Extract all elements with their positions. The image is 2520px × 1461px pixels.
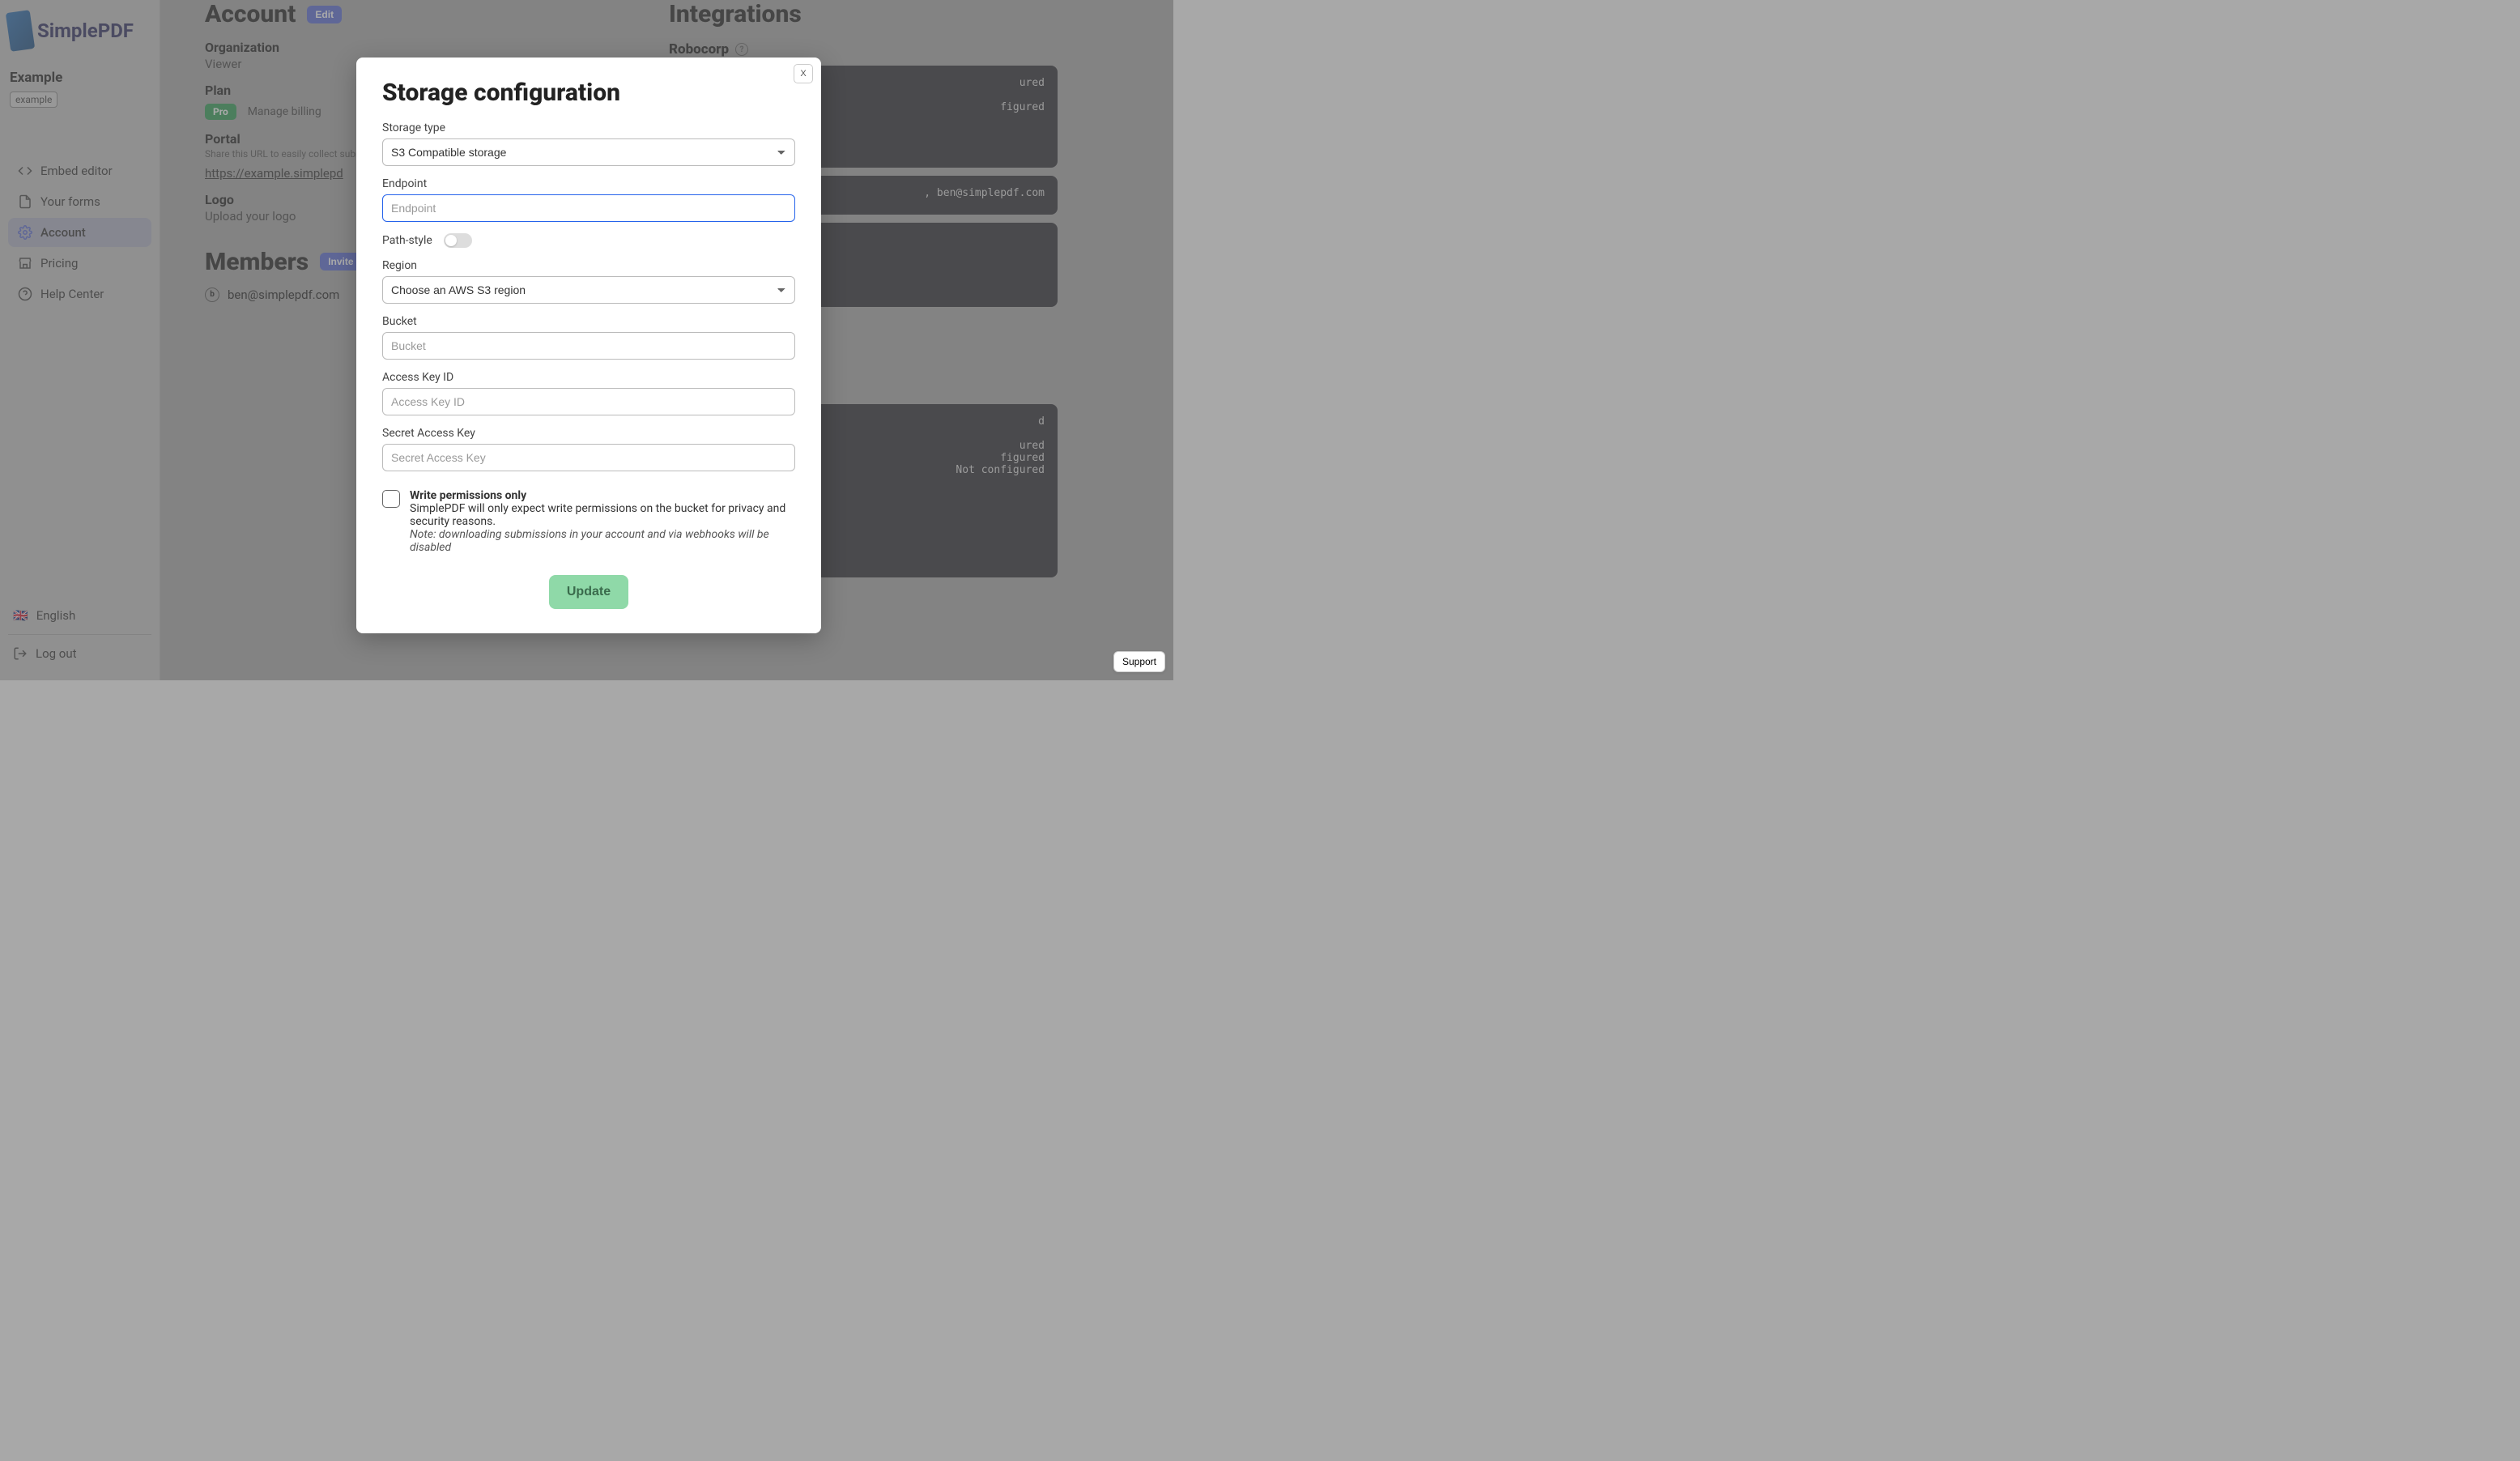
storage-type-label: Storage type <box>382 121 795 134</box>
pathstyle-label: Path-style <box>382 234 432 247</box>
support-button[interactable]: Support <box>1113 651 1165 672</box>
bucket-label: Bucket <box>382 315 795 328</box>
endpoint-input[interactable] <box>382 194 795 222</box>
access-key-label: Access Key ID <box>382 371 795 384</box>
modal-title: Storage configuration <box>382 79 795 107</box>
secret-key-input[interactable] <box>382 444 795 471</box>
storage-type-select[interactable]: S3 Compatible storage <box>382 138 795 166</box>
storage-config-modal: X Storage configuration Storage type S3 … <box>356 58 821 633</box>
write-permissions-note: Note: downloading submissions in your ac… <box>410 528 795 554</box>
write-permissions-checkbox[interactable] <box>382 490 400 508</box>
endpoint-label: Endpoint <box>382 177 795 190</box>
write-permissions-title: Write permissions only <box>410 489 795 502</box>
close-modal-button[interactable]: X <box>794 64 813 83</box>
bucket-input[interactable] <box>382 332 795 360</box>
region-select[interactable]: Choose an AWS S3 region <box>382 276 795 304</box>
region-label: Region <box>382 259 795 272</box>
secret-key-label: Secret Access Key <box>382 427 795 440</box>
write-permissions-text: Write permissions only SimplePDF will on… <box>410 489 795 554</box>
pathstyle-toggle[interactable] <box>444 233 472 248</box>
update-button[interactable]: Update <box>549 575 628 609</box>
write-permissions-desc: SimplePDF will only expect write permiss… <box>410 502 795 528</box>
access-key-input[interactable] <box>382 388 795 415</box>
